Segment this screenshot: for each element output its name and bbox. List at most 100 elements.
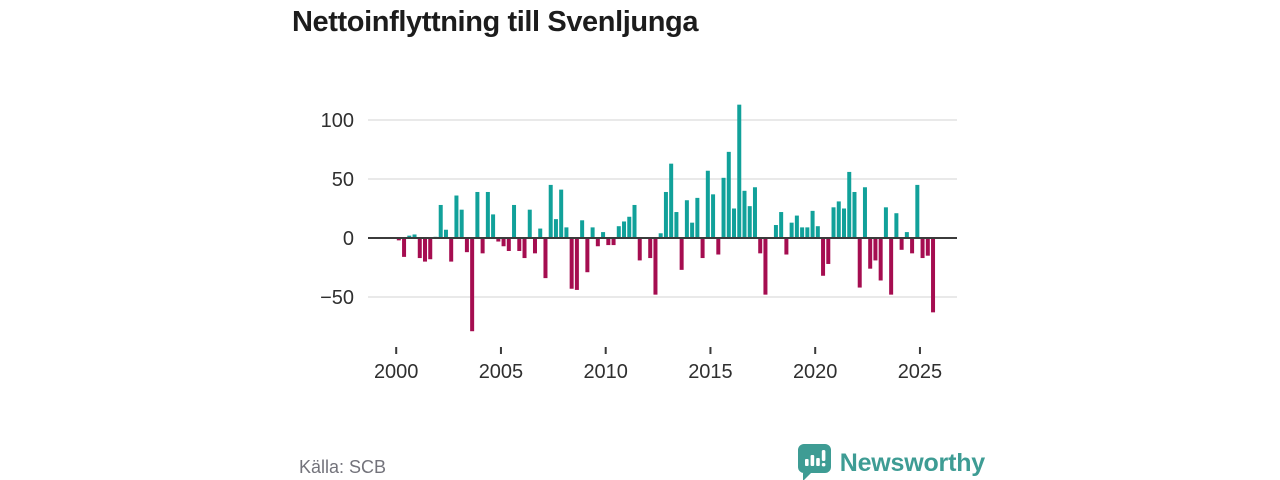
bar-2001K2 xyxy=(423,238,428,262)
bar-2017K1 xyxy=(752,187,757,238)
bar-2021K1 xyxy=(836,201,841,238)
bar-2008K3 xyxy=(574,238,579,290)
bar-2007K2 xyxy=(548,184,553,238)
bar-2005K3 xyxy=(512,204,517,238)
bar-2012K4 xyxy=(663,191,668,238)
bar-2015K2 xyxy=(716,238,721,255)
bar-2013K4 xyxy=(684,200,689,238)
bar-2022K3 xyxy=(868,238,873,269)
bar-2009K3 xyxy=(595,238,600,247)
bar-2015K3 xyxy=(721,177,726,238)
newsworthy-speech-bubble-chart-icon xyxy=(797,444,831,480)
bar-2008K4 xyxy=(580,220,585,238)
bar-2000K1 xyxy=(396,238,401,241)
bar-2020K3 xyxy=(826,238,831,264)
y-axis-label-100: 100 xyxy=(321,110,354,132)
bar-2003K1 xyxy=(459,209,464,238)
bar-2013K1 xyxy=(669,163,674,238)
bar-2022K4 xyxy=(873,238,878,261)
bar-2018K2 xyxy=(779,212,784,238)
bar-2001K3 xyxy=(428,238,433,260)
bar-2016K3 xyxy=(742,190,747,238)
bar-2012K1 xyxy=(648,238,653,259)
bar-2020K4 xyxy=(831,207,836,238)
bar-2007K3 xyxy=(553,219,558,238)
bar-2004K3 xyxy=(491,214,496,238)
bar-2010K4 xyxy=(622,221,627,238)
bar-2021K2 xyxy=(842,208,847,238)
bar-2012K2 xyxy=(653,238,658,295)
bar-2025K1 xyxy=(920,238,925,259)
bar-2004K1 xyxy=(480,238,485,254)
bar-2024K1 xyxy=(899,238,904,250)
x-axis-label-2000: 2000 xyxy=(374,361,419,383)
bar-2023K3 xyxy=(889,238,894,295)
bar-2018K1 xyxy=(773,225,778,238)
bar-2005K2 xyxy=(506,238,511,251)
bar-2006K3 xyxy=(532,238,537,254)
bar-2015K4 xyxy=(726,151,731,238)
bar-2009K1 xyxy=(585,238,590,273)
bar-2010K3 xyxy=(616,226,621,238)
bar-2006K1 xyxy=(522,238,527,259)
bar-2020K2 xyxy=(821,238,826,276)
bar-2020K1 xyxy=(815,226,820,238)
source-attribution: Källa: SCB xyxy=(299,457,387,477)
x-axis-label-2010: 2010 xyxy=(583,361,628,383)
bar-2006K4 xyxy=(538,228,543,238)
y-axis-label-50: 50 xyxy=(332,169,354,191)
bar-2005K1 xyxy=(501,238,506,247)
bar-2002K3 xyxy=(449,238,454,262)
bar-2018K4 xyxy=(789,222,794,238)
bar-2023K2 xyxy=(883,207,888,238)
bar-2007K1 xyxy=(543,238,548,279)
bar-2009K2 xyxy=(590,227,595,238)
newsworthy-logo: Newsworthy xyxy=(797,443,985,480)
bar-2008K1 xyxy=(564,227,569,238)
bar-2023K4 xyxy=(894,213,899,238)
brand-name: Newsworthy xyxy=(839,448,985,477)
bar-2015K1 xyxy=(711,194,716,238)
bar-2024K3 xyxy=(910,238,915,254)
bar-2012K3 xyxy=(658,233,663,238)
bar-2000K4 xyxy=(412,234,417,238)
bar-2001K1 xyxy=(417,238,422,259)
bar-2021K3 xyxy=(847,171,852,238)
bar-2018K3 xyxy=(784,238,789,255)
bar-2024K4 xyxy=(915,184,920,238)
bar-2016K2 xyxy=(737,104,742,238)
x-axis-label-2025: 2025 xyxy=(898,361,943,383)
chart-title: Nettoinflyttning till Svenljunga xyxy=(292,6,699,38)
y-axis-label--50: −50 xyxy=(320,287,354,309)
bar-2019K4 xyxy=(810,210,815,238)
x-axis-label-2020: 2020 xyxy=(793,361,838,383)
bar-2007K4 xyxy=(559,189,564,238)
bar-2023K1 xyxy=(878,238,883,281)
bar-2013K2 xyxy=(674,212,679,238)
bar-2008K2 xyxy=(569,238,574,289)
bar-2014K3 xyxy=(700,238,705,259)
bar-2022K2 xyxy=(862,187,867,238)
bar-2022K1 xyxy=(857,238,862,288)
bar-2014K2 xyxy=(695,197,700,238)
chart-footer: Källa: SCB Newsworthy xyxy=(0,443,1280,480)
x-axis-label-2015: 2015 xyxy=(688,361,733,383)
bar-2006K2 xyxy=(527,209,532,238)
bar-2014K1 xyxy=(690,222,695,238)
bar-2010K2 xyxy=(611,238,616,246)
bar-2000K3 xyxy=(407,235,412,238)
bar-2003K3 xyxy=(470,238,475,332)
bar-2000K2 xyxy=(402,238,407,257)
bar-2016K4 xyxy=(747,206,752,238)
bar-2019K1 xyxy=(794,215,799,238)
x-axis-label-2005: 2005 xyxy=(479,361,524,383)
bar-2013K3 xyxy=(679,238,684,270)
bar-2019K3 xyxy=(805,227,810,238)
bar-2005K4 xyxy=(517,238,522,251)
bar-2017K3 xyxy=(763,238,768,295)
bar-2011K2 xyxy=(632,204,637,238)
bar-2017K2 xyxy=(758,238,763,254)
bar-2011K3 xyxy=(637,238,642,261)
bar-2019K2 xyxy=(800,227,805,238)
bar-2003K2 xyxy=(464,238,469,253)
